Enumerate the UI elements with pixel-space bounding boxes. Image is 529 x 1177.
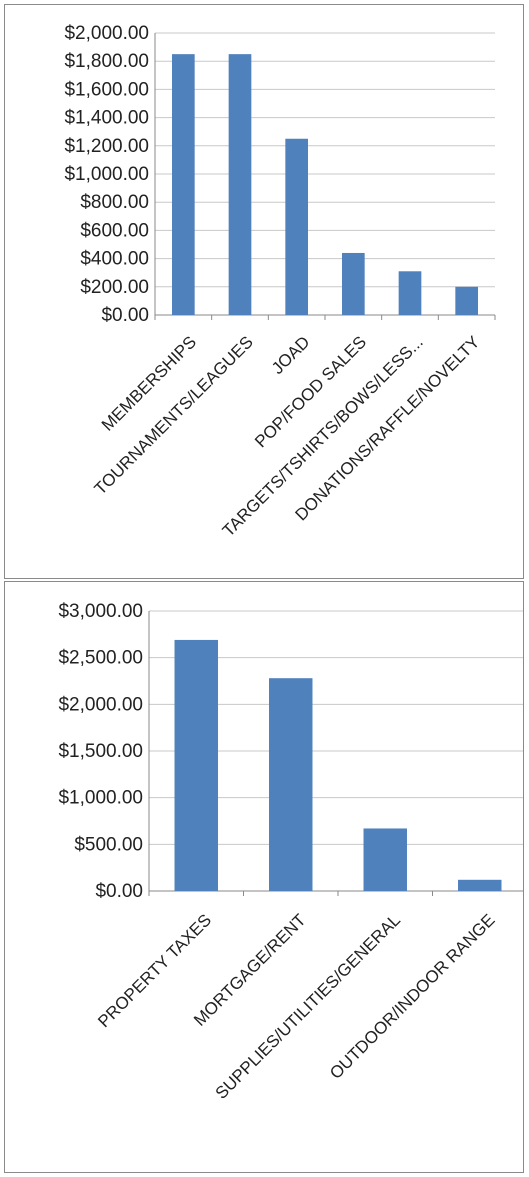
- bar: [342, 252, 365, 315]
- y-tick-label: $1,800.00: [64, 51, 149, 72]
- bar: [398, 271, 422, 315]
- y-tick-label: $1,000.00: [64, 164, 149, 185]
- y-tick-label: $200.00: [80, 277, 149, 298]
- y-tick-label: $1,500.00: [58, 741, 143, 762]
- y-tick-label: $1,000.00: [58, 788, 143, 809]
- bar: [269, 678, 313, 891]
- bar: [363, 828, 407, 891]
- bar: [228, 54, 252, 316]
- y-tick-label: $3,000.00: [58, 601, 143, 622]
- y-tick-label: $600.00: [80, 220, 149, 241]
- revenue-chart-panel: $0.00 $200.00 $400.00 $600.00 $800.00 $1,000.…: [4, 4, 524, 579]
- expense-bar-chart: $0.00 $500.00 $1,000.00 $1,500.00 $2,000.00 $…: [58, 601, 523, 1103]
- y-tick-label: $800.00: [80, 192, 149, 213]
- y-tick-label: $2,500.00: [58, 648, 143, 669]
- x-category-label: JOAD: [268, 332, 313, 377]
- y-tick-label: $0.00: [101, 305, 149, 326]
- y-tick-label: $1,200.00: [64, 136, 149, 157]
- y-tick-label: $1,400.00: [64, 108, 149, 129]
- y-tick-label: $2,000.00: [58, 694, 143, 715]
- bar: [458, 879, 502, 891]
- bar: [285, 138, 308, 315]
- expense-chart-panel: $0.00 $500.00 $1,000.00 $1,500.00 $2,000.00 $…: [4, 581, 524, 1173]
- bar: [174, 639, 218, 891]
- x-category-label: TARGETS/TSHIRTS/BOWS/LESS...: [219, 332, 427, 540]
- y-tick-label: $0.00: [95, 881, 143, 902]
- bar: [455, 286, 478, 315]
- x-category-label: POP/FOOD SALES: [251, 332, 370, 451]
- y-tick-label: $1,600.00: [64, 79, 149, 100]
- revenue-bar-chart: $0.00 $200.00 $400.00 $600.00 $800.00 $1,000.…: [64, 23, 496, 540]
- y-tick-label: $2,000.00: [64, 23, 149, 44]
- x-category-label: OUTDOOR/INDOOR RANGE: [326, 910, 498, 1082]
- y-tick-label: $500.00: [74, 834, 143, 855]
- x-category-label: SUPPLIES/UTILITIES/GENERAL: [212, 910, 404, 1102]
- y-tick-label: $400.00: [80, 249, 149, 270]
- x-category-label: MEMBERSHIPS: [98, 332, 200, 434]
- bar: [172, 54, 195, 316]
